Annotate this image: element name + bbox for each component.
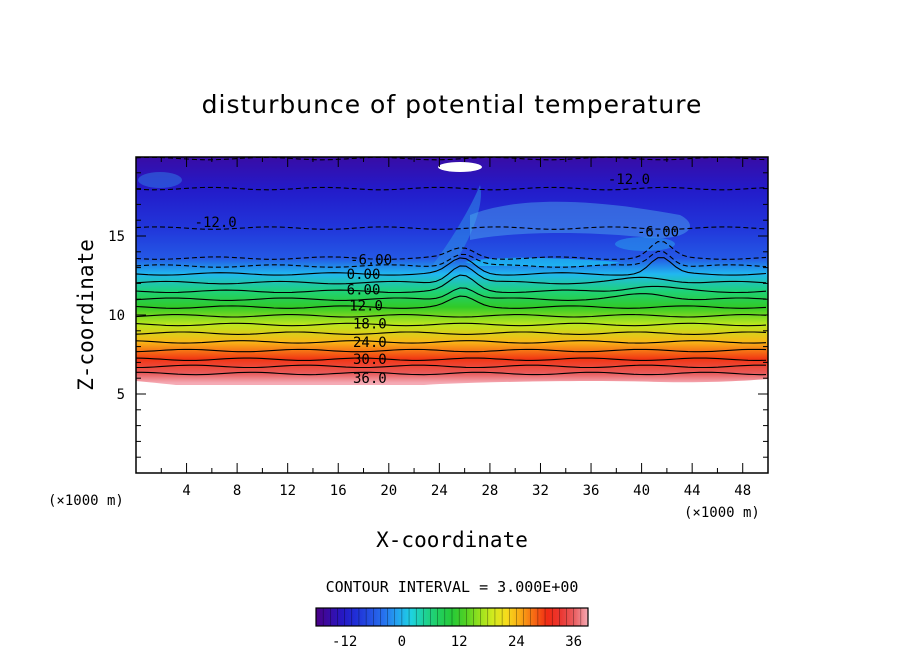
contour-line [136, 186, 767, 191]
y-axis-label: Z-coordinate [74, 239, 98, 391]
undefined-spot [438, 162, 482, 172]
contour-line [136, 226, 767, 230]
y-axis-ticks: 5 10 15 [108, 172, 768, 458]
undefined-region [136, 379, 768, 473]
contour-line [136, 314, 767, 318]
contour-line [136, 287, 767, 301]
contour-line [136, 364, 766, 369]
colorbar-tick-label: 24 [508, 634, 525, 650]
cold-pocket [138, 172, 182, 188]
contour-label: -6.00 [637, 224, 679, 240]
contour-label: -6.00 [350, 253, 392, 269]
x-tick-label: 44 [684, 483, 701, 499]
contour-line [136, 265, 767, 285]
contour-lines [136, 157, 767, 376]
contour-line [136, 322, 767, 327]
x-tick-label: 16 [330, 483, 347, 499]
x-tick-label: 4 [182, 483, 190, 499]
x-tick-label: 40 [633, 483, 650, 499]
contour-label: 30.0 [353, 352, 387, 368]
contour-line [136, 348, 767, 353]
contour-line [136, 340, 767, 344]
contour-line [136, 357, 767, 361]
colorbar-tick-label: 36 [565, 634, 582, 650]
chart-title: disturbunce of potential temperature [202, 90, 703, 119]
x-tick-label: 8 [233, 483, 241, 499]
contour-label: 0.00 [347, 267, 381, 283]
contour-label: 18.0 [353, 317, 387, 333]
contour-label: 6.00 [347, 283, 381, 299]
disturbance-streak [465, 257, 620, 267]
y-tick-label: 5 [117, 387, 125, 403]
colorbar-tick-label: -12 [332, 634, 357, 650]
disturbance-layer [470, 201, 690, 240]
x-tick-label: 32 [532, 483, 549, 499]
contour-line [136, 241, 767, 260]
x-unit-label: (×1000 m) [684, 505, 760, 521]
contour-line [136, 274, 767, 294]
contour-line [136, 331, 767, 335]
x-tick-label: 48 [734, 483, 751, 499]
contour-label: 12.0 [349, 299, 383, 315]
disturbance-plume [430, 185, 481, 268]
contour-interval-text: CONTOUR INTERVAL = 3.000E+00 [326, 578, 579, 596]
x-axis-ticks: 4 8 12 16 20 24 28 32 36 40 44 48 [160, 157, 751, 499]
cold-pocket [615, 237, 675, 251]
z-unit-label: (×1000 m) [48, 493, 124, 509]
colorbar-tick-label: 0 [398, 634, 406, 650]
x-tick-label: 28 [481, 483, 498, 499]
contour-label: 36.0 [353, 371, 387, 387]
colorbar-ticks: -12 0 12 24 36 [332, 634, 582, 650]
contour-label: -12.0 [608, 172, 650, 188]
x-tick-label: 36 [583, 483, 600, 499]
contour-line [136, 371, 767, 376]
x-tick-label: 24 [431, 483, 448, 499]
y-tick-label: 10 [108, 308, 125, 324]
contour-line [136, 295, 767, 309]
colorbar-tick-label: 12 [451, 634, 468, 650]
y-tick-label: 15 [108, 229, 125, 245]
x-axis-label: X-coordinate [376, 528, 528, 552]
x-tick-label: 12 [279, 483, 296, 499]
x-tick-label: 20 [380, 483, 397, 499]
contour-line [136, 250, 767, 268]
contour-label: 24.0 [353, 335, 387, 351]
colorbar-divisions [315, 608, 589, 626]
contour-label: -12.0 [195, 215, 237, 231]
contour-line [136, 257, 767, 276]
contour-line [136, 157, 767, 161]
contour-labels: 36.030.024.018.012.06.000.00-6.00-12.0-6… [195, 172, 680, 387]
colorbar-frame [315, 607, 589, 627]
plot-area [136, 157, 768, 473]
